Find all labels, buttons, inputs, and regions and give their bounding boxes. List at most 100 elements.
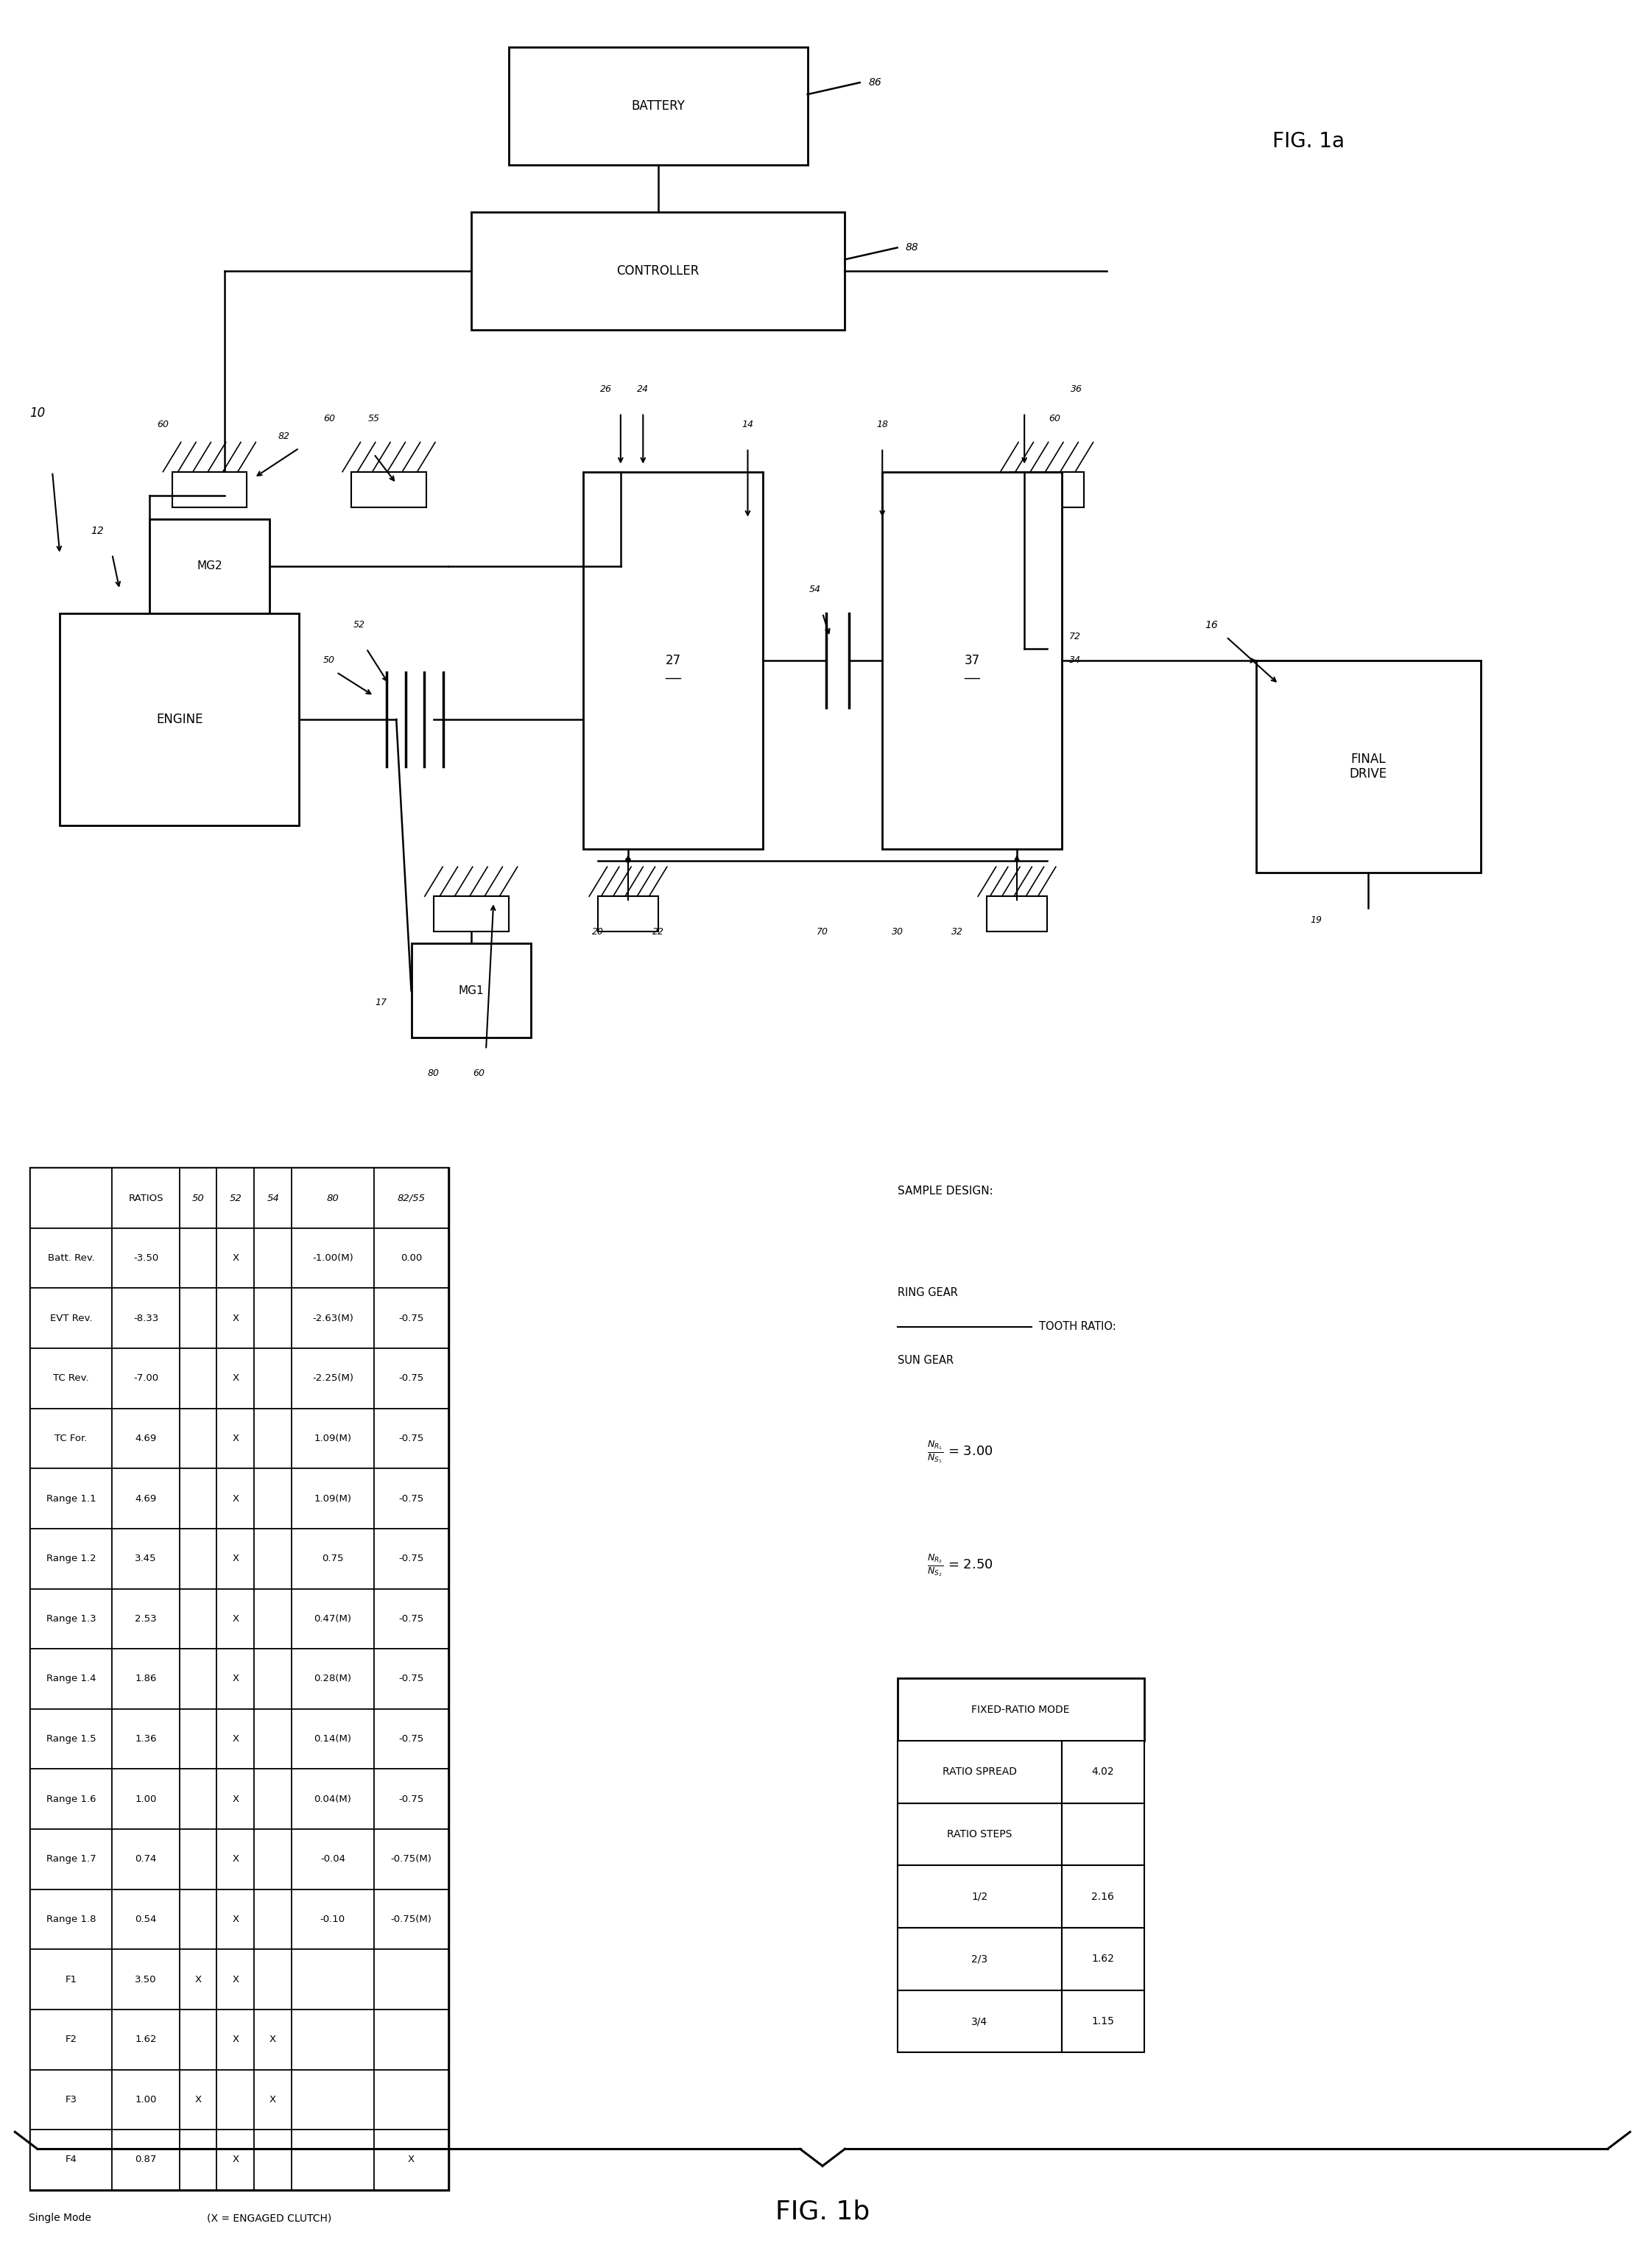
Bar (30, 1408, 112, 1470)
Bar (255, 1950, 291, 2009)
Text: 70: 70 (816, 928, 829, 937)
Text: 80: 80 (428, 1068, 439, 1077)
Bar (112, 2068, 179, 2130)
Text: 27: 27 (665, 653, 681, 667)
Text: 34: 34 (1069, 655, 1081, 665)
Bar (217, 1588, 255, 1649)
Text: X: X (232, 1615, 239, 1624)
Text: X: X (232, 1914, 239, 1923)
Text: -0.04: -0.04 (321, 1855, 345, 1864)
Bar (179, 2130, 217, 2191)
Text: 52: 52 (354, 619, 365, 631)
Text: 55: 55 (368, 413, 380, 424)
Bar (255, 1470, 291, 1529)
Text: X: X (270, 2096, 276, 2105)
Text: 60: 60 (322, 413, 336, 424)
Text: 1.86: 1.86 (135, 1674, 156, 1683)
Bar (179, 1950, 217, 2009)
Text: $\frac{N_{R_1}}{N_{S_1}}$ = 3.00: $\frac{N_{R_1}}{N_{S_1}}$ = 3.00 (928, 1438, 994, 1465)
Bar (30, 1229, 112, 1288)
Text: 2.53: 2.53 (135, 1615, 156, 1624)
Text: -0.75: -0.75 (398, 1674, 424, 1683)
Bar (30, 1470, 112, 1529)
Text: 1/2: 1/2 (971, 1892, 987, 1903)
Text: Range 1.8: Range 1.8 (46, 1914, 95, 1923)
Text: -1.00(M): -1.00(M) (313, 1254, 354, 1263)
Bar (217, 1649, 255, 1710)
Bar (112, 1229, 179, 1288)
Bar (217, 1408, 255, 1470)
Text: 0.00: 0.00 (400, 1254, 423, 1263)
Text: RATIOS: RATIOS (128, 1193, 163, 1202)
Text: -0.75: -0.75 (398, 1615, 424, 1624)
Text: 17: 17 (375, 998, 387, 1007)
Text: X: X (270, 2034, 276, 2043)
Text: 60: 60 (472, 1068, 484, 1077)
Text: 24: 24 (637, 383, 648, 395)
Bar (112, 1889, 179, 1948)
Bar (112, 1710, 179, 1769)
Text: Single Mode: Single Mode (28, 2214, 90, 2223)
Bar (217, 1769, 255, 1828)
Text: 72: 72 (1069, 633, 1081, 642)
Text: -2.63(M): -2.63(M) (313, 1313, 354, 1322)
Text: 1.36: 1.36 (135, 1735, 156, 1744)
Bar (897, 1928, 1061, 1991)
Text: 19: 19 (1309, 914, 1323, 925)
Bar (373, 1889, 449, 1948)
Text: -0.75: -0.75 (398, 1735, 424, 1744)
Bar (373, 1168, 449, 1229)
Text: 37: 37 (964, 653, 980, 667)
Bar (1061, 1803, 1143, 1864)
Text: 16: 16 (1204, 619, 1217, 631)
Bar (179, 1710, 217, 1769)
Text: -0.75: -0.75 (398, 1794, 424, 1803)
Bar (434, 896, 508, 932)
Text: 60: 60 (1048, 413, 1059, 424)
Text: 0.75: 0.75 (322, 1554, 344, 1563)
Text: 0.14(M): 0.14(M) (314, 1735, 352, 1744)
Bar (373, 2009, 449, 2068)
Bar (217, 1710, 255, 1769)
Bar (150, 519, 270, 612)
Bar (179, 1288, 217, 1347)
Text: F2: F2 (66, 2034, 77, 2043)
Text: EVT Rev.: EVT Rev. (49, 1313, 92, 1322)
Bar (987, 896, 1046, 932)
Text: -2.25(M): -2.25(M) (313, 1374, 354, 1383)
Bar (30, 1710, 112, 1769)
Bar (255, 1288, 291, 1347)
Text: F1: F1 (66, 1975, 77, 1984)
Bar (291, 1950, 373, 2009)
Text: (X = ENGAGED CLUTCH): (X = ENGAGED CLUTCH) (207, 2214, 332, 2223)
Text: X: X (232, 1554, 239, 1563)
Text: -0.75(M): -0.75(M) (390, 1914, 433, 1923)
Text: 54: 54 (809, 585, 821, 594)
Bar (30, 1828, 112, 1889)
Bar (373, 1710, 449, 1769)
Bar (179, 2068, 217, 2130)
Text: 26: 26 (600, 383, 612, 395)
Text: 0.54: 0.54 (135, 1914, 156, 1923)
Bar (112, 1588, 179, 1649)
Bar (897, 1803, 1061, 1864)
Text: 1.00: 1.00 (135, 2096, 156, 2105)
Text: 1.00: 1.00 (135, 1794, 156, 1803)
Bar (291, 1168, 373, 1229)
Bar (30, 2009, 112, 2068)
Bar (30, 1588, 112, 1649)
Text: FIXED-RATIO MODE: FIXED-RATIO MODE (972, 1703, 1069, 1715)
Bar (291, 1889, 373, 1948)
Bar (217, 2068, 255, 2130)
Text: X: X (232, 1674, 239, 1683)
Bar (373, 1950, 449, 2009)
Bar (179, 1168, 217, 1229)
Bar (30, 1168, 449, 2191)
Bar (179, 1828, 217, 1889)
Bar (882, 472, 1061, 848)
Text: 2/3: 2/3 (972, 1953, 987, 1964)
Bar (30, 2068, 112, 2130)
Bar (30, 1347, 112, 1408)
Text: 14: 14 (742, 420, 753, 429)
Text: ENGINE: ENGINE (156, 712, 202, 726)
